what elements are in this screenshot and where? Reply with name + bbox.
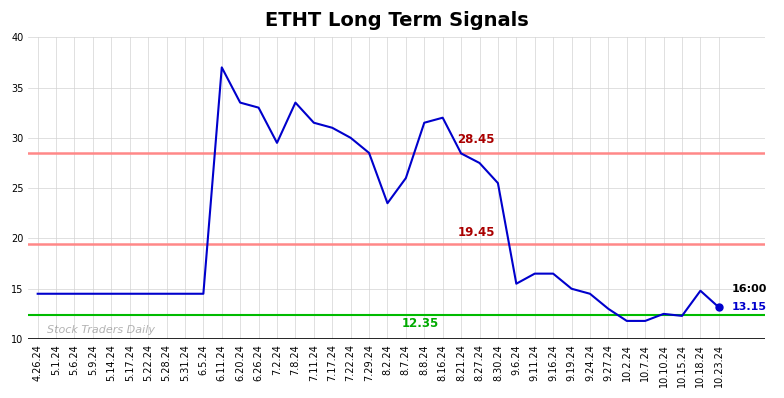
Text: 28.45: 28.45	[457, 133, 495, 146]
Text: 19.45: 19.45	[457, 226, 495, 240]
Text: 16:00: 16:00	[731, 284, 767, 294]
Text: 13.15: 13.15	[731, 302, 767, 312]
Text: 12.35: 12.35	[402, 317, 440, 330]
Title: ETHT Long Term Signals: ETHT Long Term Signals	[265, 11, 528, 30]
Text: Stock Traders Daily: Stock Traders Daily	[47, 325, 155, 335]
